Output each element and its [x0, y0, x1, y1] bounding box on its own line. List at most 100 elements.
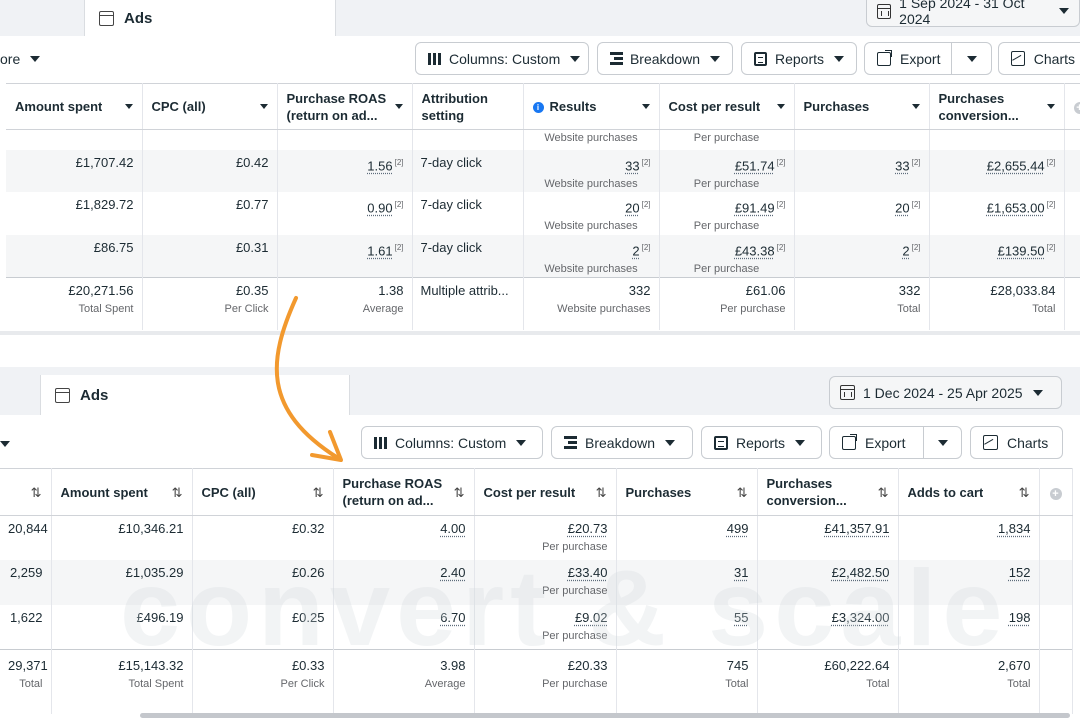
- sort-icon[interactable]: ⇅: [736, 484, 748, 500]
- table-row[interactable]: 1,622 £496.19 £0.25 6.70 £9.02 Per purcha…: [0, 604, 1073, 650]
- col-amount-spent[interactable]: Amount spent ⇅: [51, 468, 193, 516]
- col-amount-spent-label: Amount spent: [60, 484, 148, 500]
- results-cell[interactable]: 33: [625, 157, 640, 173]
- conversion-cell[interactable]: £3,324.00: [831, 609, 890, 625]
- info-icon[interactable]: i: [532, 102, 544, 114]
- results-sub: Website purchases: [544, 132, 638, 144]
- arrow-head: [310, 430, 343, 462]
- bottom-charts-button[interactable]: Charts: [970, 426, 1063, 459]
- col-add[interactable]: +: [1039, 468, 1073, 516]
- bottom-ads-tab[interactable]: Ads: [40, 375, 350, 415]
- bottom-date-range-button[interactable]: 1 Dec 2024 - 25 Apr 2025: [829, 376, 1062, 409]
- roas-cell[interactable]: 2.40: [440, 564, 466, 580]
- conversion-cell[interactable]: £139.50: [997, 243, 1045, 259]
- footnote-marker: [2]: [394, 157, 404, 167]
- col-roas[interactable]: Purchase ROAS (return on ad...: [277, 83, 413, 130]
- table-row[interactable]: £1,707.42 £0.42 1.56 [2] 7-day click 33 [2…: [6, 149, 1080, 192]
- purchases-cell[interactable]: 20: [895, 200, 910, 216]
- roas-cell[interactable]: 4.00: [440, 521, 466, 536]
- sort-icon[interactable]: ⇅: [1018, 484, 1030, 500]
- table-row[interactable]: 20,844 £10,346.21 £0.32 4.00 £20.73 Per p…: [0, 515, 1073, 560]
- purchases-cell[interactable]: 55: [734, 609, 749, 625]
- cost-sub: Per purchase: [693, 263, 760, 276]
- cost-cell[interactable]: £43.38: [734, 243, 775, 259]
- conversion-cell[interactable]: £2,482.50: [831, 564, 890, 580]
- top-export-label: Export: [900, 50, 941, 67]
- total-cpc: £0.33: [291, 658, 325, 673]
- totals-row: £20,271.56 Total Spent £0.35 Per Click 1.3…: [6, 277, 1080, 330]
- top-reports-button[interactable]: Reports: [741, 42, 857, 75]
- col-adds-to-cart[interactable]: Adds to cart ⇅: [898, 468, 1040, 516]
- col-cpc[interactable]: CPC (all): [142, 83, 278, 130]
- sort-icon[interactable]: ⇅: [312, 484, 324, 500]
- col-attribution[interactable]: Attribution setting: [412, 83, 524, 130]
- top-ads-tab[interactable]: Ads: [84, 0, 336, 36]
- conversion-cell[interactable]: £1,653.00: [986, 200, 1045, 216]
- top-export-button[interactable]: Export: [864, 42, 992, 75]
- total-cpc-sub: Per Click: [280, 678, 325, 690]
- table-row-partial[interactable]: Website purchases Per purchase: [6, 129, 1080, 150]
- results-cell[interactable]: 2: [632, 243, 640, 259]
- col-purchases[interactable]: Purchases ⇅: [616, 468, 758, 516]
- conversion-cell[interactable]: £2,655.44: [986, 157, 1045, 173]
- bottom-reports-button[interactable]: Reports: [701, 426, 822, 459]
- purchases-cell[interactable]: 31: [734, 564, 749, 580]
- col-cost-per-result[interactable]: Cost per result ⇅: [474, 468, 617, 516]
- top-more-link[interactable]: ore: [0, 51, 41, 67]
- sort-icon[interactable]: ⇅: [453, 484, 465, 500]
- results-cell[interactable]: 20: [625, 200, 640, 216]
- cost-cell[interactable]: £20.73: [567, 521, 608, 536]
- col-cpc[interactable]: CPC (all) ⇅: [192, 468, 334, 516]
- roas-cell[interactable]: 1.61: [367, 243, 393, 259]
- chevron-down-icon: [795, 439, 806, 446]
- col-purchases[interactable]: Purchases: [794, 83, 930, 130]
- top-date-range-button[interactable]: 1 Sep 2024 - 31 Oct 2024: [866, 0, 1080, 27]
- charts-icon: [983, 435, 998, 450]
- bottom-more-dropdown[interactable]: [0, 436, 10, 450]
- col-purchases-conversion[interactable]: Purchases conversion... ⇅: [757, 468, 899, 516]
- roas-cell[interactable]: 0.90: [367, 200, 393, 216]
- roas-cell[interactable]: 6.70: [440, 609, 466, 625]
- bottom-export-dropdown[interactable]: [923, 427, 961, 458]
- top-breakdown-button[interactable]: Breakdown: [597, 42, 733, 75]
- table-row[interactable]: £86.75 £0.31 1.61 [2] 7-day click 2 [2] Web…: [6, 234, 1080, 278]
- col-results[interactable]: i Results: [523, 83, 660, 130]
- roas-cell[interactable]: 1.56: [367, 157, 393, 173]
- top-export-dropdown[interactable]: [951, 43, 991, 74]
- adds-cell[interactable]: 1,834: [997, 521, 1031, 536]
- cpc-cell: £0.32: [291, 521, 325, 536]
- total-cpc: £0.35: [235, 283, 269, 299]
- table-row[interactable]: 2,259 £1,035.29 £0.26 2.40 £33.40 Per pur…: [0, 559, 1073, 605]
- cost-cell[interactable]: £9.02: [574, 609, 608, 625]
- sort-icon[interactable]: ⇅: [877, 484, 889, 500]
- add-column-icon[interactable]: +: [1073, 102, 1080, 114]
- table-row[interactable]: £1,829.72 £0.77 0.90 [2] 7-day click 20 [2…: [6, 191, 1080, 235]
- cost-cell[interactable]: £51.74: [734, 157, 775, 173]
- top-charts-button[interactable]: Charts: [998, 42, 1080, 75]
- adds-cell[interactable]: 198: [1008, 609, 1031, 625]
- bottom-breakdown-button[interactable]: Breakdown: [551, 426, 693, 459]
- col-purchases-conversion[interactable]: Purchases conversion...: [929, 83, 1065, 130]
- cost-cell[interactable]: £33.40: [567, 564, 608, 580]
- col-first-partial[interactable]: ⇅: [0, 468, 52, 516]
- sort-icon[interactable]: ⇅: [30, 484, 42, 500]
- adds-cell[interactable]: 152: [1008, 564, 1031, 580]
- purchases-cell[interactable]: 2: [902, 243, 910, 259]
- cost-cell[interactable]: £91.49: [734, 200, 775, 216]
- total-attribution: Multiple attrib...: [420, 283, 509, 299]
- add-column-icon[interactable]: +: [1049, 487, 1062, 500]
- purchases-cell[interactable]: 33: [895, 157, 910, 173]
- horizontal-scrollbar[interactable]: [140, 713, 1070, 718]
- purchases-cell[interactable]: 499: [726, 521, 749, 536]
- top-columns-button[interactable]: Columns: Custom: [415, 42, 589, 75]
- col-cost-per-result[interactable]: Cost per result: [659, 83, 795, 130]
- col-amount-spent[interactable]: Amount spent: [6, 83, 143, 130]
- bottom-export-button[interactable]: Export: [829, 426, 962, 459]
- sort-icon[interactable]: ⇅: [171, 484, 183, 500]
- col-roas[interactable]: Purchase ROAS (return on ad... ⇅: [333, 468, 475, 516]
- col-add[interactable]: +: [1064, 83, 1080, 130]
- breakdown-icon: [564, 436, 577, 449]
- conversion-cell[interactable]: £41,357.91: [824, 521, 890, 536]
- bottom-columns-button[interactable]: Columns: Custom: [361, 426, 543, 459]
- sort-icon[interactable]: ⇅: [595, 484, 607, 500]
